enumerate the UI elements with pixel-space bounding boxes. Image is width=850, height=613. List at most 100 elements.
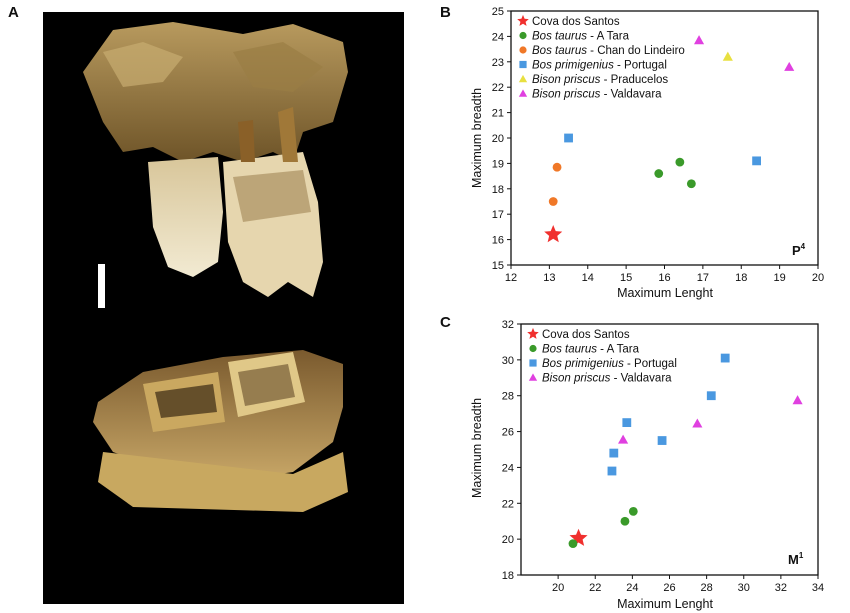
chart-p4-ylabel: Maximum breadth (470, 88, 484, 188)
chart-m1-tooth-superscript: 1 (799, 551, 804, 560)
legend-entry: Cova dos Santos (542, 329, 630, 341)
chart-p4-points (544, 35, 795, 243)
x-tick-label: 16 (658, 272, 670, 284)
data-point-square (706, 391, 716, 401)
x-tick-label: 15 (620, 272, 632, 284)
x-tick-label: 32 (775, 582, 787, 594)
data-point-circle (675, 157, 685, 167)
chart-m1-tooth-letter: M (788, 552, 799, 567)
data-point-circle (686, 179, 696, 189)
legend-entry: Bison priscus - Valdavara (542, 373, 672, 385)
y-tick-label: 17 (492, 209, 504, 221)
data-point-triangle (693, 35, 705, 45)
panel-label-b: B (440, 4, 451, 21)
y-tick-label: 21 (492, 108, 504, 120)
y-tick-label: 24 (492, 31, 504, 43)
y-tick-label: 26 (502, 427, 514, 439)
chart-p4: 12 13 14 15 16 17 18 19 20 15 16 17 18 19 20 21 22 23 24 25… (470, 6, 824, 300)
data-point-triangle (722, 51, 733, 61)
x-tick-label: 34 (812, 582, 824, 594)
data-point-circle (552, 162, 562, 172)
chart-p4-xlabel: Maximum Lenght (617, 286, 713, 300)
legend-entry: Bos primigenius - Portugal (532, 60, 667, 72)
chart-m1-legend: Cova dos Santos Bos taurus - A Tara Bos pr… (527, 327, 677, 385)
data-point-triangle (792, 395, 803, 405)
y-tick-label: 20 (492, 133, 504, 145)
x-tick-label: 20 (812, 272, 824, 284)
legend-marker-circle (519, 31, 527, 40)
chart-m1-tooth-label: M1 (788, 551, 804, 567)
legend-marker-triangle (518, 89, 528, 97)
legend-entry: Bos taurus - A Tara (542, 344, 640, 356)
data-point-star (544, 225, 563, 243)
x-tick-label: 24 (626, 582, 638, 594)
data-point-circle (654, 169, 664, 178)
chart-p4-tooth-letter: P (792, 243, 801, 258)
chart-m1-xlabel: Maximum Lenght (617, 597, 713, 611)
x-tick-label: 19 (774, 272, 786, 284)
x-tick-label: 12 (505, 272, 517, 284)
chart-p4-legend: Cova dos Santos Bos taurus - A Tara Bos ta… (517, 14, 685, 101)
panel-label-c: C (440, 314, 451, 331)
data-point-square (622, 418, 632, 428)
x-tick-label: 18 (735, 272, 747, 284)
chart-p4-ticks: 12 13 14 15 16 17 18 19 20 15 16 17 18 19 20 21 22 23 24 25 (492, 6, 824, 284)
y-tick-label: 16 (492, 235, 504, 247)
y-tick-label: 18 (502, 570, 514, 582)
data-point-circle (628, 506, 638, 516)
x-tick-label: 13 (543, 272, 555, 284)
legend-entry: Bison priscus - Valdavara (532, 89, 662, 101)
x-tick-label: 22 (589, 582, 601, 594)
x-tick-label: 26 (663, 582, 675, 594)
legend-marker-circle (519, 46, 527, 54)
data-point-square (609, 448, 619, 458)
panel-label-a: A (8, 4, 19, 21)
data-point-triangle (618, 434, 629, 444)
data-point-square (607, 466, 617, 476)
legend-marker-triangle (518, 74, 528, 83)
legend-entry: Bos primigenius - Portugal (542, 358, 677, 370)
chart-m1-ticks: 20 22 24 26 28 30 32 34 18 20 22 24 26 28 30 32 (502, 319, 824, 594)
y-tick-label: 20 (502, 534, 514, 546)
y-tick-label: 22 (502, 498, 514, 510)
y-tick-label: 24 (502, 462, 514, 474)
legend-marker-triangle (528, 373, 538, 381)
legend-entry: Bos taurus - A Tara (532, 31, 630, 43)
y-tick-label: 32 (502, 319, 514, 331)
y-tick-label: 15 (492, 260, 504, 272)
y-tick-label: 25 (492, 6, 504, 18)
data-point-circle (568, 539, 578, 549)
y-tick-label: 19 (492, 158, 504, 170)
y-tick-label: 18 (492, 184, 504, 196)
data-point-square (564, 133, 573, 143)
x-tick-label: 28 (701, 582, 713, 594)
data-point-triangle (784, 61, 795, 71)
legend-entry: Cova dos Santos (532, 16, 620, 28)
x-tick-label: 14 (582, 272, 594, 284)
data-point-circle (548, 197, 558, 206)
chart-p4-tooth-label: P4 (792, 242, 806, 258)
data-point-square (657, 436, 667, 445)
legend-marker-circle (529, 344, 537, 353)
data-point-circle (620, 516, 630, 526)
legend-marker-square (529, 359, 537, 367)
legend-marker-star (527, 327, 539, 339)
x-tick-label: 17 (697, 272, 709, 284)
chart-m1-points (568, 353, 803, 549)
y-tick-label: 28 (502, 391, 514, 403)
chart-p4-tooth-superscript: 4 (801, 242, 806, 251)
x-tick-label: 20 (552, 582, 564, 594)
chart-m1: 20 22 24 26 28 30 32 34 18 20 22 24 26 28 30 32 Cova do… (470, 319, 824, 611)
x-tick-label: 30 (738, 582, 750, 594)
data-point-square (752, 156, 761, 166)
legend-marker-square (519, 60, 527, 69)
legend-entry: Bos taurus - Chan do Lindeiro (532, 45, 685, 57)
chart-m1-ylabel: Maximum breadth (470, 398, 484, 498)
y-tick-label: 30 (502, 355, 514, 367)
legend-entry: Bison priscus - Praducelos (532, 74, 668, 86)
fossil-teeth-drawing (83, 22, 348, 512)
data-point-triangle (692, 418, 703, 428)
y-tick-label: 22 (492, 82, 504, 94)
y-tick-label: 23 (492, 57, 504, 69)
fossil-teeth-photo (43, 12, 404, 604)
